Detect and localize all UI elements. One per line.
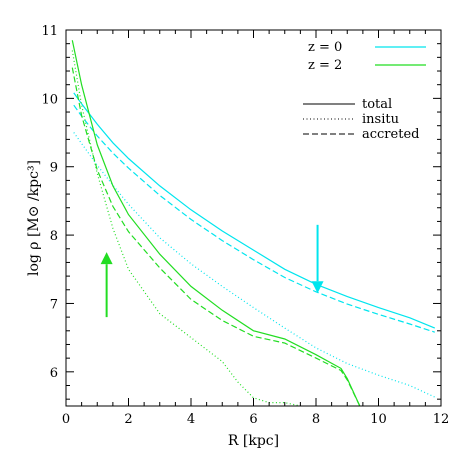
x-tick-label: 0 <box>62 412 70 427</box>
y-tick-label: 6 <box>50 366 58 381</box>
legend-linestyle-label: insitu <box>362 112 399 127</box>
y-tick-label: 9 <box>50 161 58 176</box>
legend-redshift-label: z = 2 <box>308 58 342 73</box>
y-axis-label: log ρ [M⊙ /kpc³] <box>26 160 42 276</box>
series-line-z2-insitu <box>71 50 301 406</box>
x-axis-label: R [kpc] <box>228 433 279 449</box>
axis-ticks: 0 2 4 6 8 10 12 6 7 8 9 10 11 <box>41 24 449 427</box>
annotation-layer <box>100 224 324 318</box>
arrow-down-marker <box>311 224 324 294</box>
arrow-up-marker <box>100 252 113 318</box>
series-line-z2-total <box>71 40 361 406</box>
y-tick-label: 8 <box>50 229 58 244</box>
x-tick-label: 6 <box>249 412 257 427</box>
series-line-z0-accreted <box>73 104 435 333</box>
plot-frame <box>65 29 442 407</box>
x-tick-label: 10 <box>370 412 387 427</box>
y-tick-label: 7 <box>50 297 58 312</box>
x-tick-label: 8 <box>312 412 320 427</box>
series-line-z0-insitu <box>73 132 436 398</box>
x-tick-label: 4 <box>187 412 195 427</box>
legend-redshift: z = 0 z = 2 <box>308 40 426 73</box>
x-tick-label: 2 <box>124 412 132 427</box>
series-line-z0-total <box>73 92 436 329</box>
legend-linestyle-label: accreted <box>362 127 419 142</box>
y-tick-label: 10 <box>41 92 58 107</box>
y-tick-label: 11 <box>41 24 58 39</box>
legend-linestyle-label: total <box>362 97 392 112</box>
x-tick-label: 12 <box>433 412 450 427</box>
legend-redshift-label: z = 0 <box>308 40 342 55</box>
series-layer <box>71 40 436 406</box>
series-line-z2-accreted <box>71 67 361 406</box>
